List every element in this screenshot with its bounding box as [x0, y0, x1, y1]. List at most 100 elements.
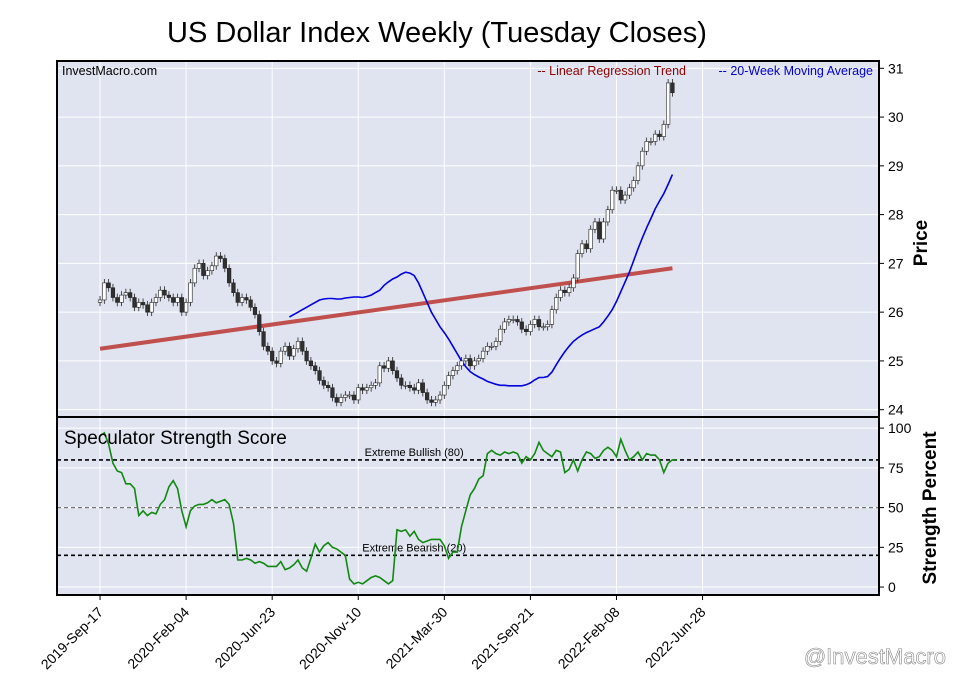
strength-line-group	[99, 431, 677, 585]
candle-body	[562, 289, 567, 293]
candle-body	[554, 297, 559, 311]
candle-body	[661, 124, 666, 137]
candle-body	[140, 302, 146, 306]
candle-body	[343, 394, 348, 398]
x-tick-label: 2019-Sep-17	[38, 604, 107, 673]
candle-body	[235, 292, 240, 303]
candle-body	[493, 341, 499, 347]
x-tick-label: 2022-Jun-28	[642, 604, 709, 671]
candle-body	[640, 150, 645, 167]
candle-body	[635, 165, 641, 181]
candle-body	[442, 385, 447, 396]
strength-y-tick-label: 100	[888, 420, 912, 436]
candle-body	[261, 331, 266, 347]
candle-body	[536, 319, 542, 328]
price-y-tick-label: 29	[888, 158, 904, 174]
candle-body	[145, 304, 150, 313]
candle-body	[136, 302, 141, 308]
candle-body	[287, 345, 292, 357]
candle-body	[463, 358, 468, 362]
x-tick-label: 2021-Mar-30	[382, 604, 450, 672]
price-y-tick-label: 27	[888, 255, 904, 271]
price-y-axis: 24 25 26 27 28 29 30 31	[879, 60, 904, 418]
moving-average-group	[289, 174, 674, 387]
candle-body	[115, 297, 120, 303]
candle-body	[416, 382, 421, 391]
candle-body	[511, 319, 516, 321]
candle-body	[523, 328, 529, 332]
candle-body	[278, 350, 283, 364]
candle-body	[412, 387, 417, 391]
candle-body	[192, 267, 197, 284]
candle-body	[579, 243, 585, 254]
candle-body	[334, 397, 339, 403]
reference-line-label: Extreme Bearish (20)	[362, 542, 466, 554]
candle-body	[196, 263, 202, 269]
candle-body	[433, 399, 438, 403]
candle-body	[532, 319, 537, 325]
candle-body	[502, 321, 507, 330]
candle-body	[102, 282, 107, 301]
candle-body	[123, 292, 128, 296]
candle-body	[326, 385, 331, 389]
candle-body	[330, 387, 335, 398]
candle-body	[653, 133, 658, 142]
candle-body	[450, 370, 456, 376]
candle-body	[558, 289, 563, 298]
price-grid	[57, 61, 879, 417]
candle-body	[498, 328, 503, 342]
candle-body	[390, 360, 395, 371]
x-axis: 2019-Sep-17 2020-Feb-04 2020-Jun-23 2020-No…	[38, 595, 709, 672]
candle-body	[377, 365, 382, 384]
candle-body	[476, 358, 481, 362]
reference-line-label: Extreme Bullish (80)	[365, 447, 464, 459]
strength-y-tick-label: 0	[888, 579, 896, 595]
candle-body	[252, 306, 258, 315]
strength-grid	[57, 417, 879, 595]
candle-body	[472, 360, 477, 367]
candle-body	[313, 365, 318, 371]
candle-body	[381, 365, 387, 369]
strength-panel-frame	[56, 416, 880, 596]
candle-body	[545, 324, 550, 328]
candle-body	[618, 189, 623, 201]
candle-body	[575, 253, 580, 279]
candle-body	[515, 319, 520, 323]
candle-body	[317, 370, 322, 381]
x-tick-label: 2020-Jun-23	[211, 604, 278, 671]
regression-line-group	[99, 266, 673, 351]
candle-body	[610, 189, 615, 211]
candle-body	[209, 265, 215, 271]
candles-group	[97, 79, 675, 407]
x-tick-label: 2022-Feb-08	[555, 604, 623, 672]
candle-body	[166, 294, 171, 298]
candle-body	[158, 289, 163, 298]
candle-body	[97, 299, 103, 303]
candle-body	[274, 360, 279, 364]
candle-body	[132, 297, 137, 308]
candle-body	[549, 309, 555, 325]
strength-y-tick-label: 50	[888, 500, 904, 516]
candle-body	[244, 297, 249, 301]
candle-body	[270, 350, 275, 362]
candle-body	[601, 221, 606, 240]
candle-body	[369, 385, 374, 389]
candle-body	[403, 385, 408, 387]
candle-body	[420, 382, 425, 393]
legend-regression: -- Linear Regression Trend	[537, 64, 686, 78]
candle-body	[291, 348, 296, 357]
candle-body	[605, 209, 610, 223]
candle-body	[485, 345, 490, 352]
x-tick-label: 2020-Nov-10	[296, 604, 365, 673]
candle-body	[265, 345, 270, 352]
candle-body	[644, 141, 649, 152]
chart-title: US Dollar Index Weekly (Tuesday Closes)	[167, 17, 707, 49]
candle-body	[214, 255, 219, 267]
candle-body	[304, 350, 309, 362]
candle-body	[295, 341, 301, 350]
candle-body	[218, 255, 223, 259]
candle-body	[541, 326, 546, 329]
x-tick-label: 2021-Sep-21	[468, 604, 537, 673]
candle-body	[119, 294, 124, 303]
